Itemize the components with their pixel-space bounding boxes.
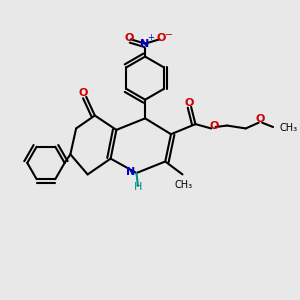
Text: O: O bbox=[185, 98, 194, 108]
Text: H: H bbox=[134, 182, 142, 192]
Text: O: O bbox=[156, 33, 166, 43]
Text: N: N bbox=[126, 167, 135, 177]
Text: O: O bbox=[79, 88, 88, 98]
Text: CH₃: CH₃ bbox=[175, 180, 193, 190]
Text: +: + bbox=[147, 33, 154, 42]
Text: CH₃: CH₃ bbox=[279, 123, 298, 134]
Text: −: − bbox=[165, 30, 173, 40]
Text: O: O bbox=[255, 114, 265, 124]
Text: N: N bbox=[140, 39, 150, 49]
Text: O: O bbox=[124, 33, 134, 43]
Text: O: O bbox=[209, 121, 219, 130]
